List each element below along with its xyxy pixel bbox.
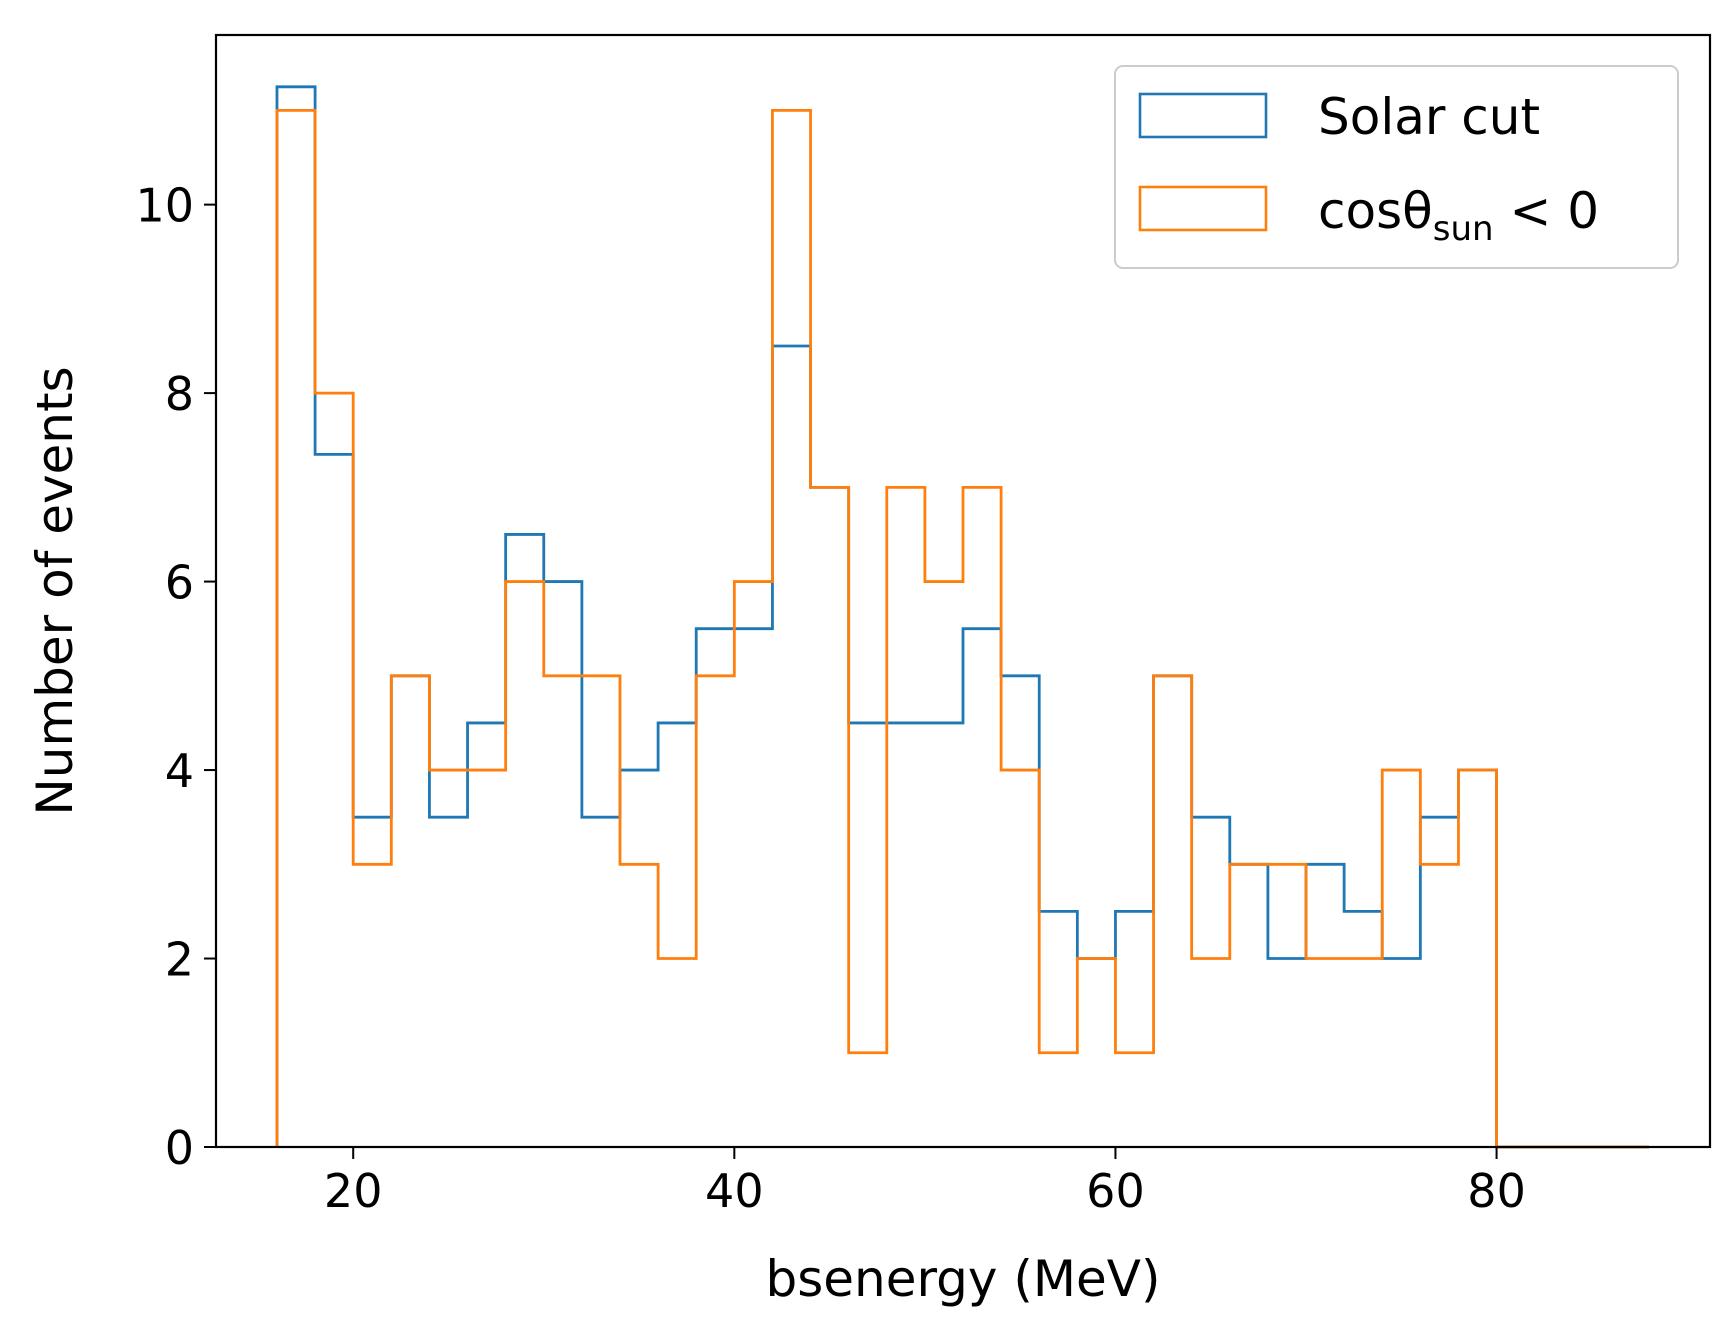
y-tick-label: 8 — [165, 367, 194, 421]
series-layer — [275, 85, 1650, 1149]
legend-swatch-cos-theta-sun — [1138, 185, 1268, 232]
legend-label-cos-theta-main: cosθ — [1318, 182, 1433, 240]
x-tick-label: 40 — [705, 1164, 764, 1218]
plot-frame — [214, 33, 1712, 1149]
legend-label-solar-cut: Solar cut — [1318, 88, 1540, 146]
y-tick-label: 2 — [165, 933, 194, 987]
legend-label-cos-theta-sun: cosθsun < 0 — [1318, 182, 1599, 249]
x-axis-label: bsenergy (MeV) — [765, 1250, 1160, 1308]
x-tick-label: 60 — [1086, 1164, 1145, 1218]
y-tick-label: 4 — [165, 744, 194, 798]
legend-label-less-than-zero: < 0 — [1494, 182, 1600, 240]
x-tick-label: 20 — [324, 1164, 383, 1218]
y-axis-label: Number of events — [26, 366, 84, 815]
y-tick-label: 10 — [135, 179, 194, 233]
y-tick-label: 6 — [165, 556, 194, 610]
legend-label-sun-subscript: sun — [1433, 209, 1494, 249]
ticks-layer: 20 40 60 80 0 2 4 6 8 10 — [135, 179, 1525, 1218]
x-tick-label: 80 — [1467, 1164, 1526, 1218]
legend-swatch-solar-cut — [1138, 92, 1268, 139]
series-cos-theta-sun-step — [275, 108, 1650, 1149]
legend: Solar cut cosθsun < 0 — [1114, 65, 1679, 269]
y-tick-label: 0 — [165, 1121, 194, 1175]
legend-box — [1114, 65, 1679, 269]
